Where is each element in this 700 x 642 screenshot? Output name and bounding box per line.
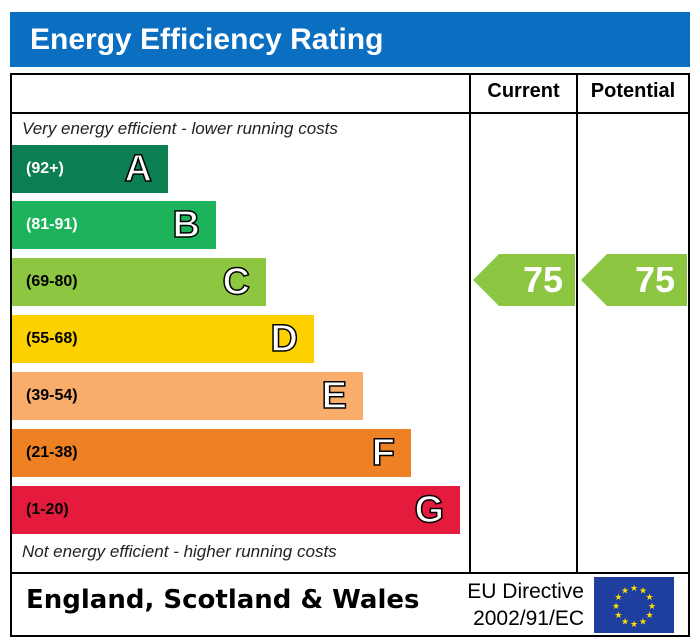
band-letter: D — [270, 317, 299, 361]
footer-region: England, Scotland & Wales — [26, 585, 420, 615]
band-bar-e: (39-54) E — [12, 372, 363, 420]
star-icon: ★ — [612, 601, 620, 611]
current-arrow-shape — [473, 254, 575, 306]
band-range: (39-54) — [26, 387, 78, 404]
band-range: (69-80) — [26, 273, 78, 290]
band-bar-d: (55-68) D — [12, 315, 314, 363]
star-icon: ★ — [639, 617, 647, 627]
bottom-note: Not energy efficient - higher running co… — [22, 542, 337, 561]
band-letter: G — [414, 488, 445, 532]
rating-table — [10, 73, 690, 637]
star-icon: ★ — [646, 592, 654, 602]
directive-line1: EU Directive — [467, 580, 584, 603]
eu-directive: EU Directive 2002/91/EC — [448, 578, 584, 632]
star-icon: ★ — [639, 585, 647, 595]
potential-rating-value: 75 — [634, 259, 675, 300]
star-icon: ★ — [630, 619, 638, 629]
band-range: (55-68) — [26, 330, 78, 347]
band-bar-b: (81-91) B — [12, 201, 216, 249]
star-icon: ★ — [621, 617, 629, 627]
eu-flag-icon: ★★★★★★★★★ ★ ★★ — [594, 577, 674, 633]
band-bar-a: (92+) A — [12, 145, 168, 193]
top-note: Very energy efficient - lower running co… — [22, 119, 338, 138]
column-header-current: Current — [487, 80, 560, 102]
band-range: (21-38) — [26, 444, 78, 461]
current-rating-arrow: 75 — [473, 254, 575, 306]
star-icon: ★ — [630, 583, 638, 593]
potential-arrow-shape — [581, 254, 687, 306]
band-range: (81-91) — [26, 216, 78, 233]
column-header-potential: Potential — [590, 80, 676, 102]
band-bar-f: (21-38) F — [12, 429, 411, 477]
band-range: (1-20) — [26, 501, 69, 518]
divider — [10, 112, 690, 114]
directive-line2: 2002/91/EC — [473, 607, 584, 630]
divider — [10, 572, 690, 574]
divider — [576, 73, 578, 573]
page-title: Energy Efficiency Rating — [10, 12, 690, 67]
star-icon: ★ — [621, 585, 629, 595]
star-icon: ★ — [646, 610, 654, 620]
current-rating-value: 75 — [522, 259, 563, 300]
potential-rating-arrow: 75 — [581, 254, 687, 306]
star-icon: ★ — [614, 592, 622, 602]
band-bar-g: (1-20) G — [12, 486, 460, 534]
band-letter: F — [371, 431, 396, 475]
band-letter: E — [321, 374, 348, 418]
band-letter: C — [222, 260, 251, 304]
star-icon: ★ — [614, 610, 622, 620]
star-icon: ★ — [648, 601, 656, 611]
band-letter: B — [172, 203, 201, 247]
band-range: (92+) — [26, 160, 64, 177]
divider — [469, 73, 471, 573]
band-bar-c: (69-80) C — [12, 258, 266, 306]
band-letter: A — [124, 147, 153, 191]
